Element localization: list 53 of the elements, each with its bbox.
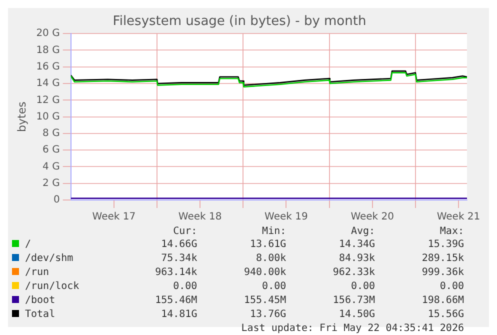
- text: Avg:: [350, 226, 376, 238]
- text: Last update: Fri May 22 04:35:41 2026: [240, 322, 465, 335]
- text: 155.46M: [154, 294, 198, 308]
- text: 84.93k: [338, 252, 376, 266]
- text: 0.00: [172, 280, 198, 294]
- chart-title: Filesystem usage (in bytes) - by month: [112, 14, 366, 30]
- text: 963.14k: [154, 266, 198, 280]
- text: 15.39G: [426, 238, 465, 252]
- text: 940.00k: [242, 266, 288, 280]
- text: 289.15k: [420, 252, 465, 266]
- x-tick-label: Week 20: [350, 212, 394, 223]
- text: Min:: [261, 226, 288, 238]
- y-axis-title: bytes: [15, 101, 28, 132]
- x-tick-label: Week 21: [436, 212, 480, 223]
- text: 8.00k: [255, 252, 288, 266]
- y-tick-label: 16 G: [36, 61, 60, 72]
- text: 14.50G: [338, 308, 376, 322]
- text: 14.34G: [338, 238, 376, 252]
- text: 198.66M: [420, 294, 465, 308]
- y-tick-label: 14 G: [36, 78, 60, 90]
- y-tick-label: 6 G: [42, 144, 60, 156]
- y-tick-label: 0: [53, 194, 60, 206]
- text: 962.33k: [332, 266, 376, 280]
- text: 0.00: [350, 280, 376, 294]
- text: Cur:: [172, 226, 198, 238]
- text: 15.56G: [426, 308, 465, 322]
- y-tick-label: 12 G: [36, 94, 60, 106]
- y-tick-label: 4 G: [42, 161, 60, 172]
- text: 13.76G: [249, 308, 288, 322]
- x-tick-label: Week 18: [178, 212, 222, 223]
- legend-label: /: [25, 239, 32, 250]
- text: 999.36k: [420, 266, 465, 280]
- text: 75.34k: [160, 252, 198, 266]
- x-tick-label: Week 17: [92, 212, 136, 223]
- x-tick-label: Week 19: [264, 212, 308, 223]
- legend-label: Total: [25, 309, 56, 320]
- text: 14.81G: [160, 308, 198, 322]
- legend-label: /dev/shm: [25, 253, 74, 264]
- y-tick-label: 20 G: [36, 28, 60, 40]
- legend-label: /run/lock: [25, 281, 80, 292]
- text: 14.66G: [160, 238, 198, 252]
- text: 156.73M: [332, 294, 376, 308]
- y-tick-label: 8 G: [42, 128, 60, 140]
- y-tick-label: 18 G: [36, 44, 60, 56]
- text: 155.45M: [242, 294, 288, 308]
- text: 13.61G: [249, 238, 288, 252]
- y-tick-label: 10 G: [36, 111, 60, 122]
- text: Max:: [438, 226, 465, 238]
- text: 0.00: [438, 280, 465, 294]
- legend-label: /boot: [25, 295, 56, 306]
- text: 0.00: [261, 280, 288, 294]
- legend-label: /run: [25, 267, 50, 278]
- y-tick-label: 2 G: [42, 178, 60, 189]
